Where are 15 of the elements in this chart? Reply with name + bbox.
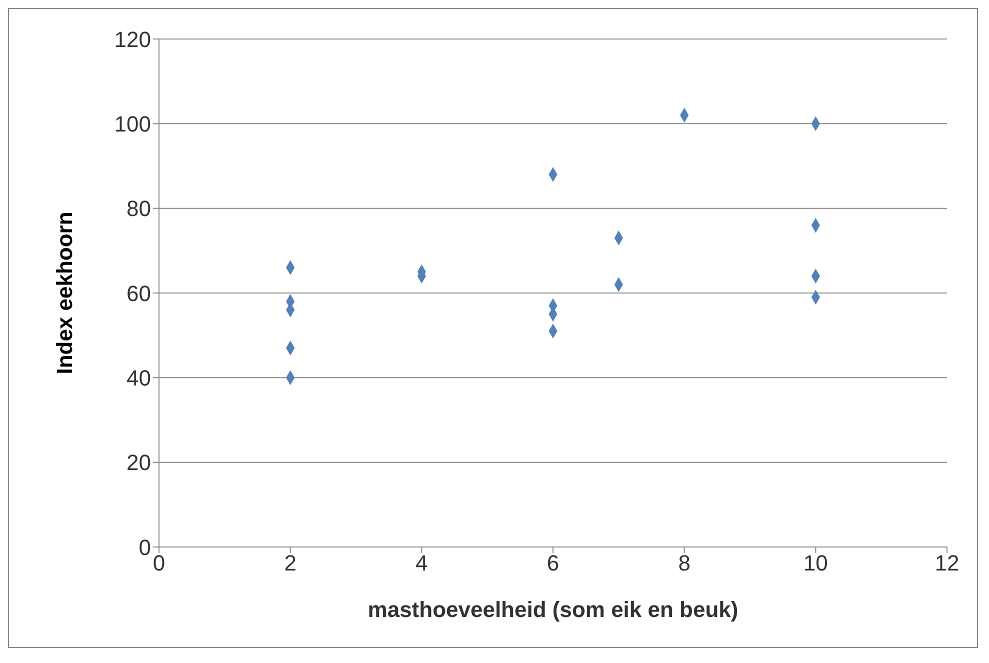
- y-tick-label: 20: [126, 450, 151, 476]
- x-tick-label: 2: [284, 550, 296, 576]
- y-tick-label: 80: [126, 196, 151, 222]
- x-tick-label: 4: [416, 550, 428, 576]
- x-tick-label: 6: [546, 550, 560, 576]
- y-tick-label: 120: [114, 26, 151, 52]
- y-tick-label: 100: [114, 111, 151, 136]
- x-tick-label: 10: [803, 550, 828, 576]
- y-tick-label: 0: [138, 534, 151, 560]
- x-tick-label: 12: [934, 550, 960, 576]
- y-tick-label: 40: [126, 365, 151, 390]
- x-axis-title: masthoeveelheid (som eik en beuk): [368, 597, 738, 622]
- x-tick-label: 8: [678, 550, 690, 576]
- y-tick-label: 60: [126, 280, 151, 306]
- y-axis-title: Index eekhoorn: [52, 212, 77, 374]
